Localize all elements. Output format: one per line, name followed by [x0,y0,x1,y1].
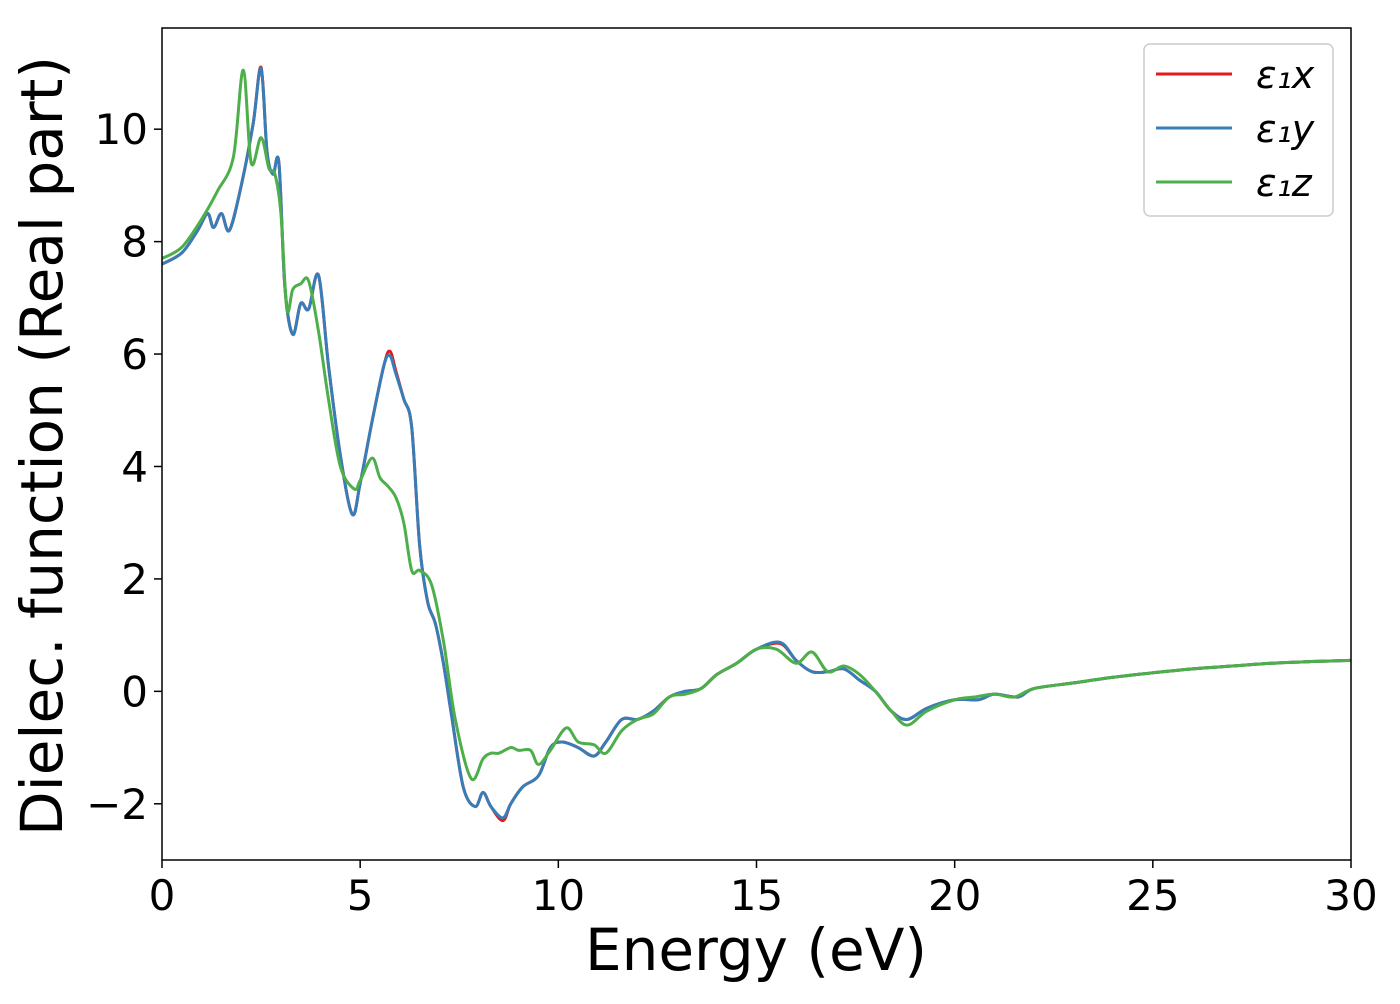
plot-frame [161,27,1352,861]
legend-label: ε₁z [1256,161,1313,205]
frame-layer [161,27,1352,861]
y-tick-label: 0 [121,667,148,716]
y-tick-label: 10 [95,105,148,154]
x-tick-label: 25 [1126,871,1179,920]
x-tick-label: 20 [928,871,981,920]
legend: ε₁x ε₁y ε₁z [1143,43,1334,217]
x-tick-label: 0 [149,871,176,920]
x-tick-label: 15 [730,871,783,920]
legend-box [1143,43,1334,217]
x-axis-label: Energy (eV) [585,916,927,984]
x-tick-label: 5 [347,871,374,920]
y-tick-label: 6 [121,330,148,379]
y-tick-label: 2 [121,555,148,604]
y-axis-label: Dielec. function (Real part) [8,56,76,836]
y-tick-label: −2 [86,780,148,829]
x-tick-label: 30 [1324,871,1377,920]
series-line-3 [162,68,1351,782]
y-tick-label: 8 [121,218,148,267]
y-tick-label: 4 [121,442,148,491]
legend-label: ε₁x [1256,53,1315,97]
legend-label: ε₁y [1256,107,1315,151]
series-layer [162,65,1351,823]
x-tick-label: 10 [532,871,585,920]
